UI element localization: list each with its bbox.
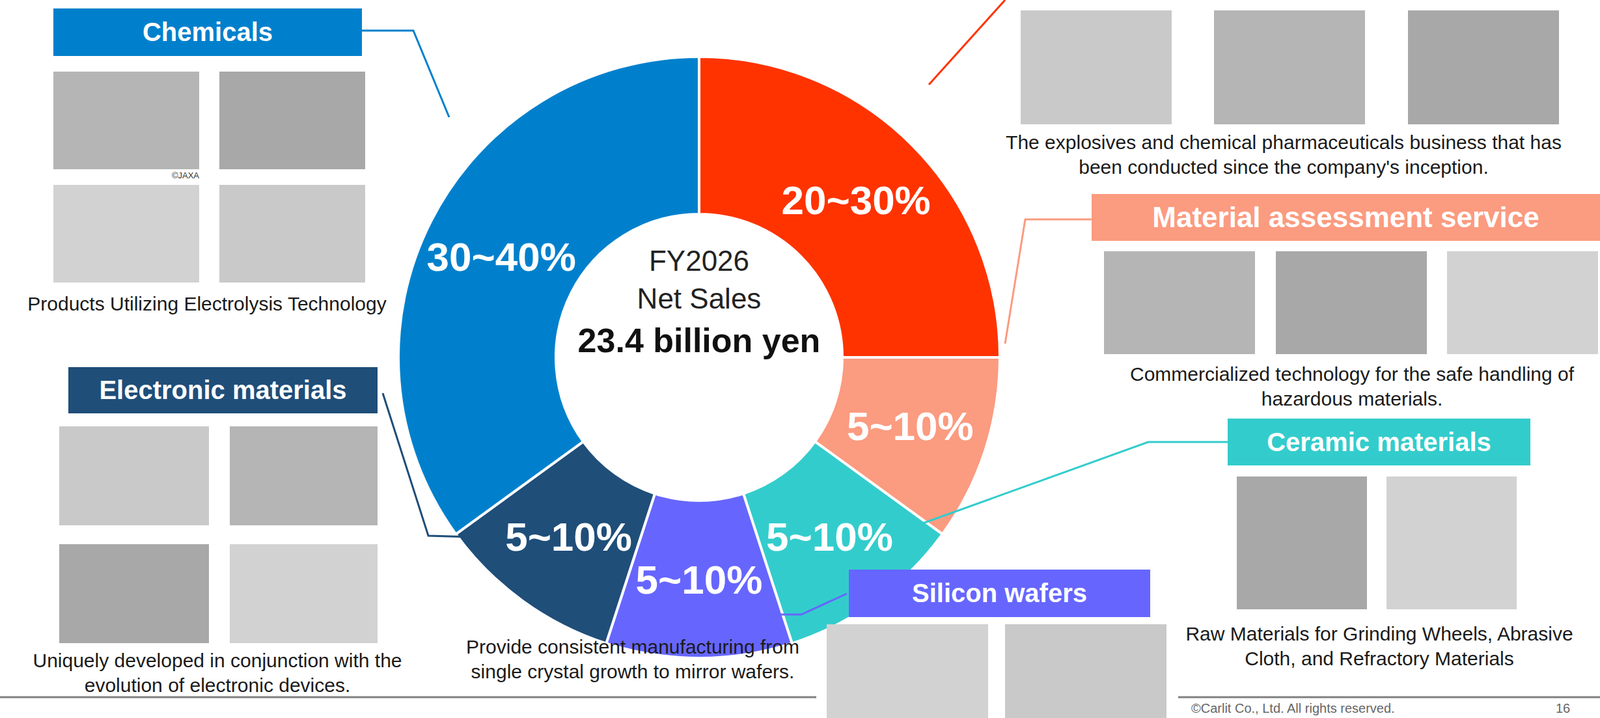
html-text:Commercialized technology for: Commercialized technology for the safe h…	[1130, 363, 1574, 410]
html-text:Electronic materials: Electronic materials	[99, 375, 347, 405]
svg-text:30~40%: 30~40%	[427, 234, 577, 280]
html-text:Chemicals: Chemicals	[142, 17, 273, 47]
html-text:16: 16	[1555, 701, 1571, 716]
svg-text:20~30%: 20~30%	[781, 177, 931, 223]
html-text:23.4 billion yen: 23.4 billion yen	[577, 321, 821, 360]
html-text:Provide consistent manufacturi: Provide consistent manufacturing from si…	[466, 635, 800, 683]
svg-text:5~10%: 5~10%	[846, 403, 974, 449]
html-text:©Carlit Co., Ltd. All rights r: ©Carlit Co., Ltd. All rights reserved.	[1191, 701, 1395, 716]
svg-text:5~10%: 5~10%	[635, 557, 763, 603]
html-text:Ceramic materials: Ceramic materials	[1266, 427, 1492, 456]
html-text:Silicon wafers: Silicon wafers	[911, 578, 1088, 608]
html-text:Raw Materials for Grinding Whe: Raw Materials for Grinding Wheels, Abras…	[1185, 622, 1574, 670]
html-text:Net Sales: Net Sales	[637, 282, 762, 315]
html-text:Products Utilizing Electrolysi: Products Utilizing Electrolysis Technolo…	[27, 292, 387, 315]
html-text:FY2026: FY2026	[648, 244, 750, 277]
html-text:The explosives and chemical ph: The explosives and chemical pharmaceutic…	[1005, 131, 1562, 178]
html-text:Material assessment service: Material assessment service	[1152, 201, 1540, 234]
html-text:©JAXA: ©JAXA	[171, 170, 200, 181]
svg-text:5~10%: 5~10%	[766, 514, 894, 560]
html-text:Uniquely developed in conjunct: Uniquely developed in conjunction with t…	[32, 649, 402, 696]
svg-text:5~10%: 5~10%	[505, 514, 633, 560]
